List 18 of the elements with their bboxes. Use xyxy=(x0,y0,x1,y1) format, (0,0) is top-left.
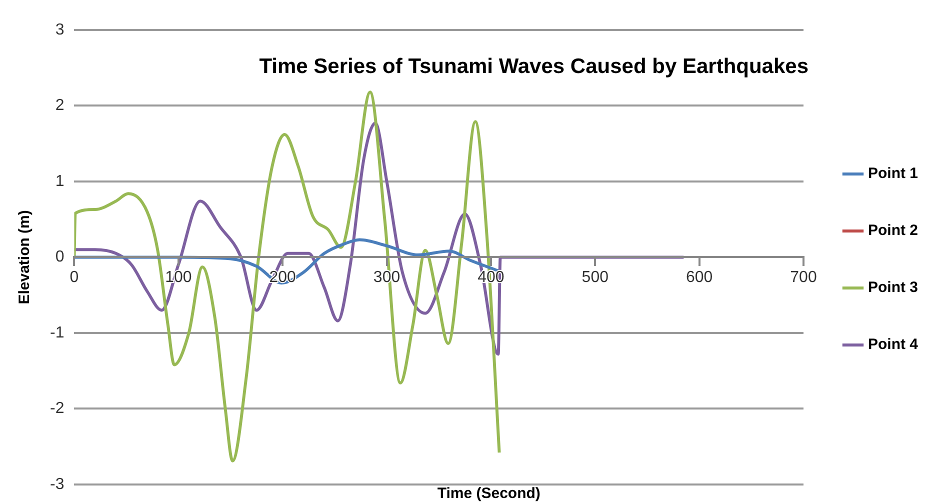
x-axis-title: Time (Second) xyxy=(437,485,540,502)
y-tick-label: 3 xyxy=(55,21,64,38)
y-axis-title: Elevation (m) xyxy=(16,210,33,304)
legend-label: Point 3 xyxy=(868,279,918,296)
y-tick-label: -1 xyxy=(50,324,64,342)
y-tick-label: 1 xyxy=(55,172,64,190)
x-tick-label: 700 xyxy=(790,269,817,286)
x-tick-label: 500 xyxy=(582,269,609,286)
x-tick-label: 0 xyxy=(70,269,79,286)
y-tick-label: 2 xyxy=(55,97,64,114)
y-tick-label: -3 xyxy=(50,476,64,493)
x-tick-label: 600 xyxy=(686,269,713,286)
y-tick-label: -2 xyxy=(50,400,64,418)
legend-label: Point 2 xyxy=(868,222,918,240)
legend-label: Point 1 xyxy=(868,165,918,182)
text: Time Series of Tsunami Waves Caused by Earthquakes xyxy=(259,55,809,78)
legend-label: Point 4 xyxy=(868,336,919,354)
y-tick-label: 0 xyxy=(55,248,64,266)
